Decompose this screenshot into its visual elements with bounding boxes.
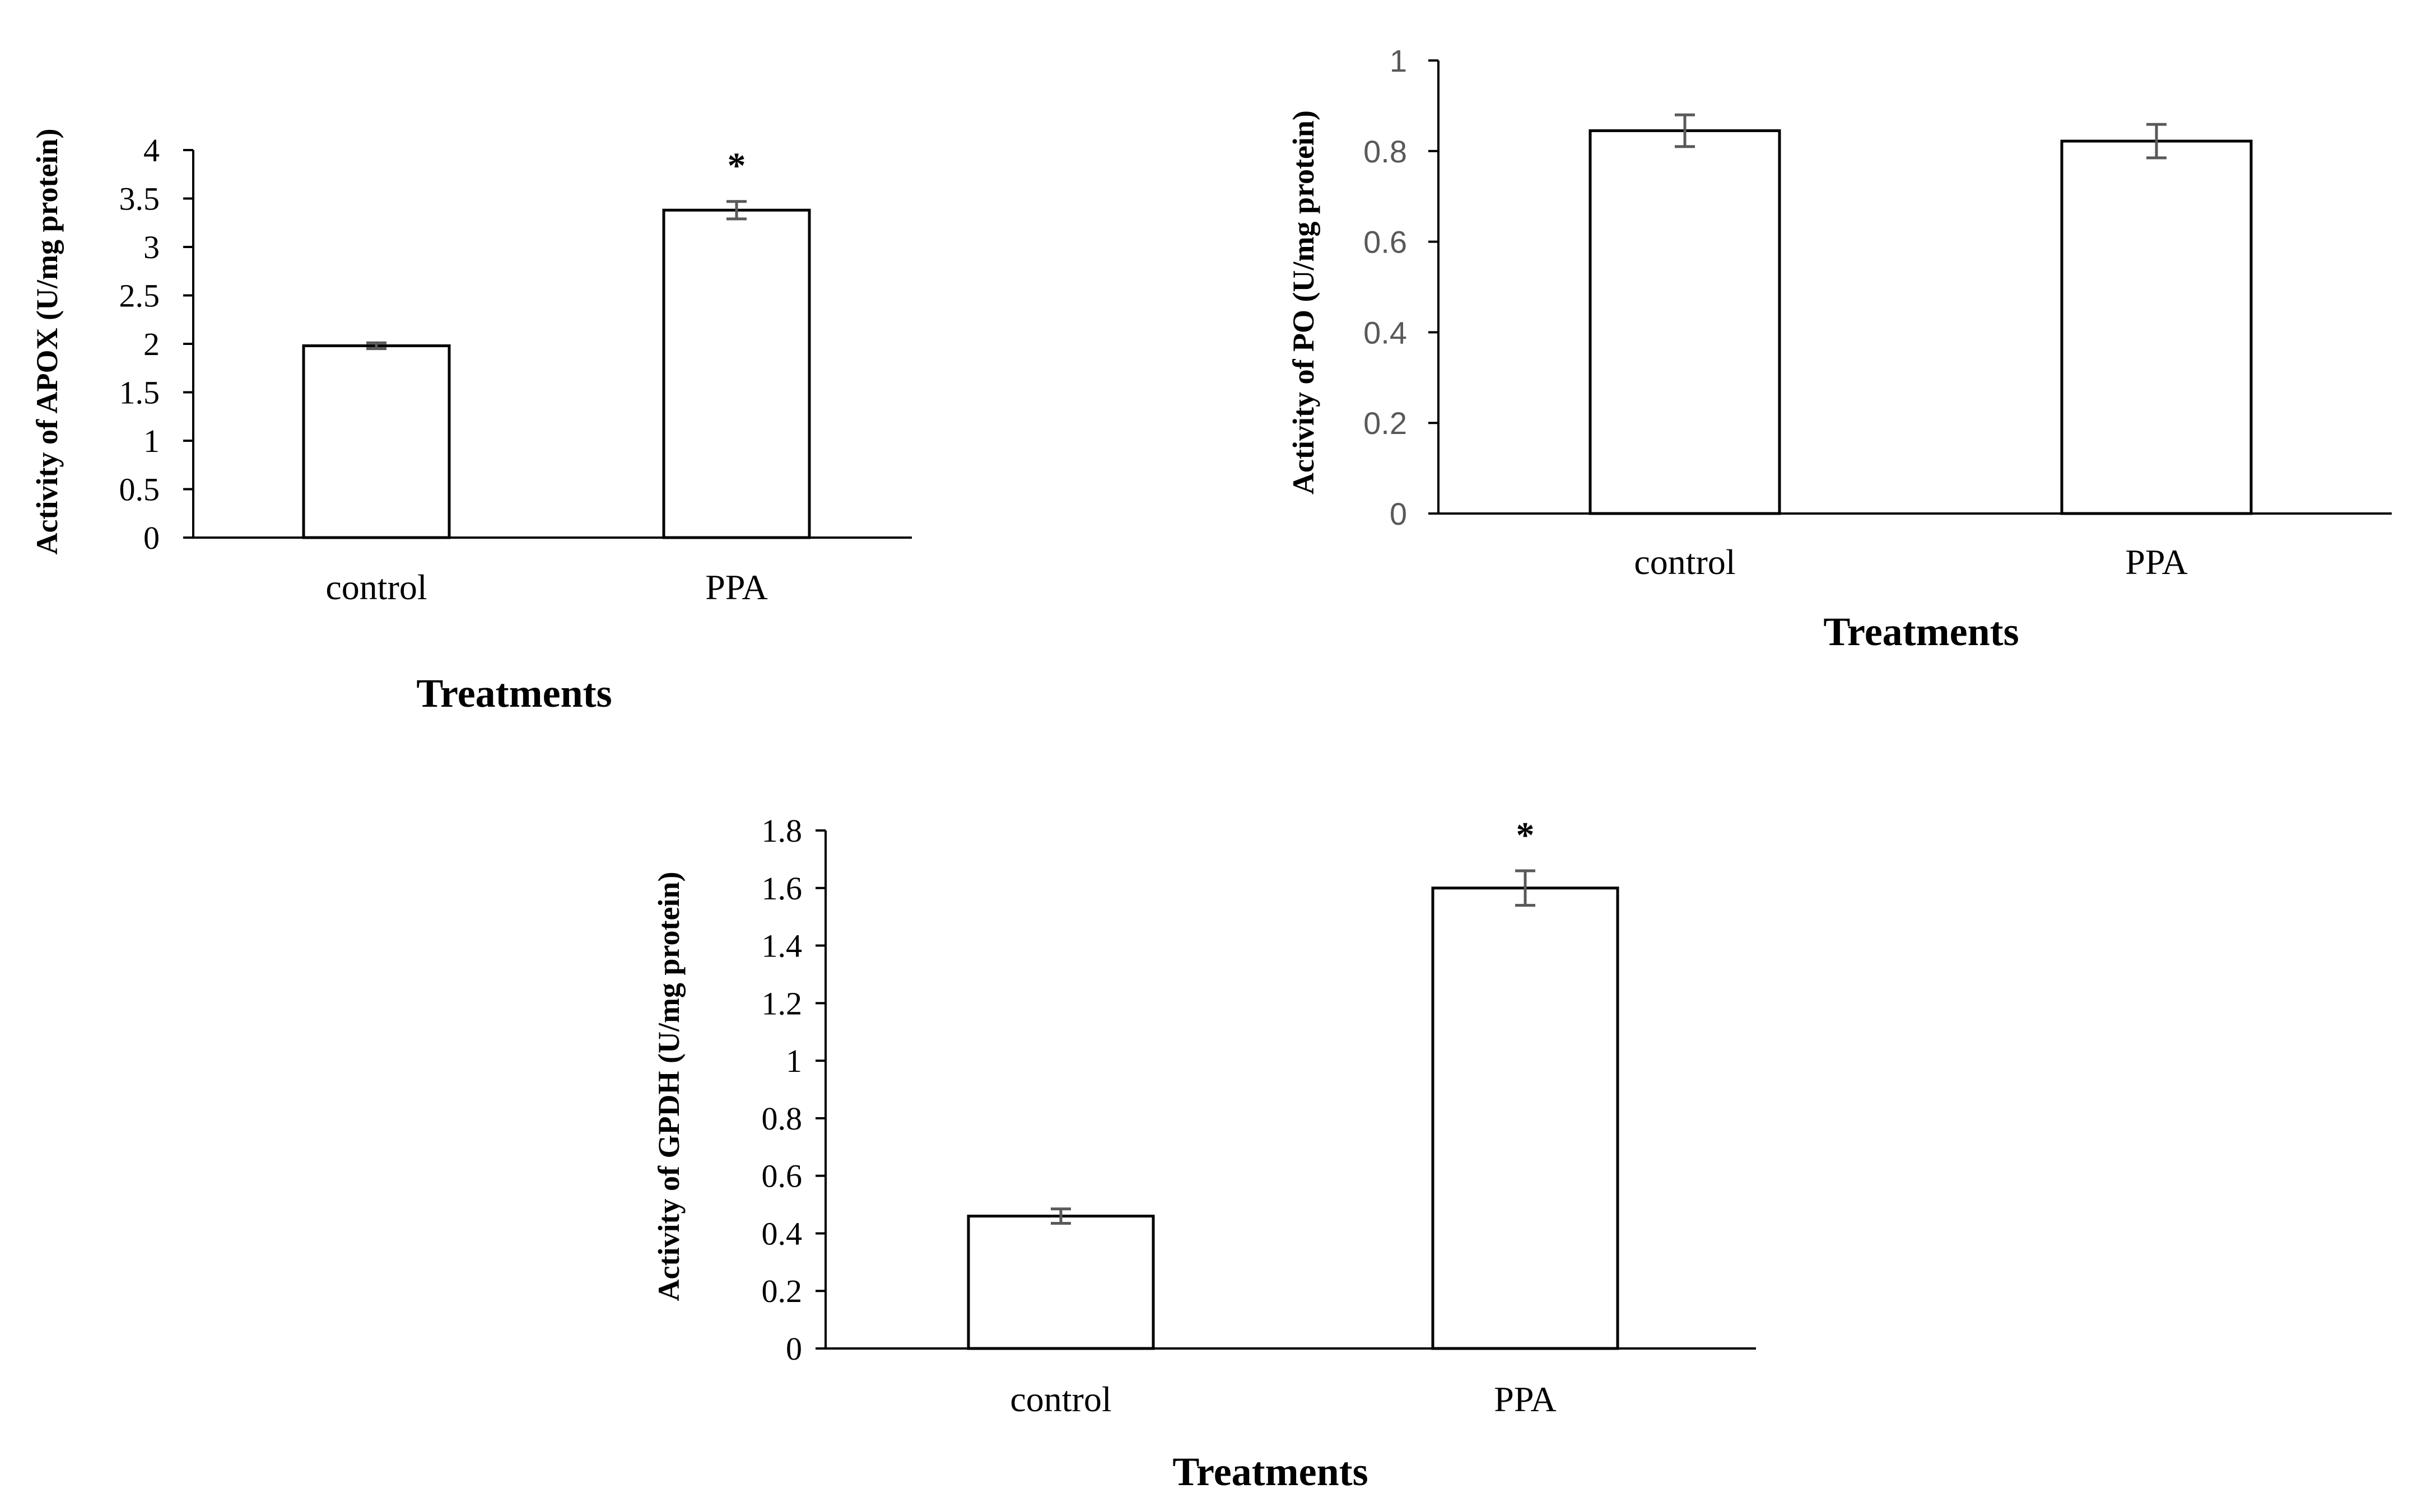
y-tick-label: 0.4 (762, 1215, 803, 1252)
x-axis-title: Treatments (416, 671, 612, 716)
y-tick-label: 3.5 (119, 181, 160, 217)
chart-2: 0 0.2 0.4 0.6 0.8 1 control PPA Treatments Activi… (1287, 43, 2392, 654)
bar-ppa (2060, 139, 2253, 515)
y-tick-label: 0 (1390, 496, 1407, 531)
x-category-label: control (1010, 1379, 1111, 1419)
bar-ppa (662, 208, 811, 539)
bar-control (967, 1215, 1155, 1350)
x-axis-title: Treatments (1172, 1449, 1368, 1494)
x-category-label: control (1634, 542, 1735, 582)
chart-1: 0 0.5 1 1.5 2 2.5 3 3.5 4 control * PPA Treatments Ac… (30, 129, 912, 716)
y-tick-label: 1 (1390, 43, 1407, 78)
y-tick-label: 0.5 (119, 472, 160, 508)
y-tick-label: 1.2 (762, 985, 803, 1021)
y-tick-label: 0.8 (762, 1100, 803, 1137)
bar-ppa (1431, 886, 1619, 1350)
x-category-label: control (325, 567, 427, 607)
y-tick-label: 0.6 (1363, 225, 1407, 260)
chart-3: 0 0.2 0.4 0.6 0.8 1 1.2 1.4 1.6 1.8 control * PPA Tre… (652, 813, 1756, 1494)
significance-marker: * (1516, 815, 1535, 856)
y-axis-title: Activity of APOX (U/mg protein) (30, 129, 64, 555)
y-tick-label: 0.4 (1363, 315, 1407, 350)
bar-control (302, 344, 451, 539)
y-tick-label: 3 (143, 229, 160, 265)
y-tick-label: 1.5 (119, 375, 160, 411)
y-axis-title: Activity of GPDH (U/mg protein) (652, 872, 686, 1301)
y-axis-title: Activity of PO (U/mg protein) (1287, 110, 1320, 494)
y-tick-label: 2.5 (119, 278, 160, 314)
y-tick-label: 0.2 (762, 1273, 803, 1309)
significance-marker: * (728, 146, 746, 186)
y-tick-label: 4 (143, 132, 160, 169)
y-tick-label: 0 (143, 520, 160, 556)
y-tick-label: 2 (143, 326, 160, 362)
y-tick-label: 1 (786, 1043, 802, 1079)
y-tick-label: 0.2 (1363, 405, 1407, 441)
x-category-label: PPA (2125, 542, 2188, 582)
y-tick-label: 1.8 (762, 813, 803, 849)
y-tick-label: 0.6 (762, 1158, 803, 1194)
x-axis-title: Treatments (1823, 609, 2019, 654)
y-tick-label: 1.4 (762, 928, 803, 964)
y-tick-label: 0 (786, 1331, 802, 1367)
x-category-label: PPA (1494, 1379, 1557, 1419)
bar-control (1589, 129, 1781, 515)
x-category-label: PPA (705, 567, 768, 607)
y-tick-label: 1 (143, 423, 160, 459)
y-tick-label: 1.6 (762, 870, 803, 907)
y-tick-label: 0.8 (1363, 134, 1407, 169)
